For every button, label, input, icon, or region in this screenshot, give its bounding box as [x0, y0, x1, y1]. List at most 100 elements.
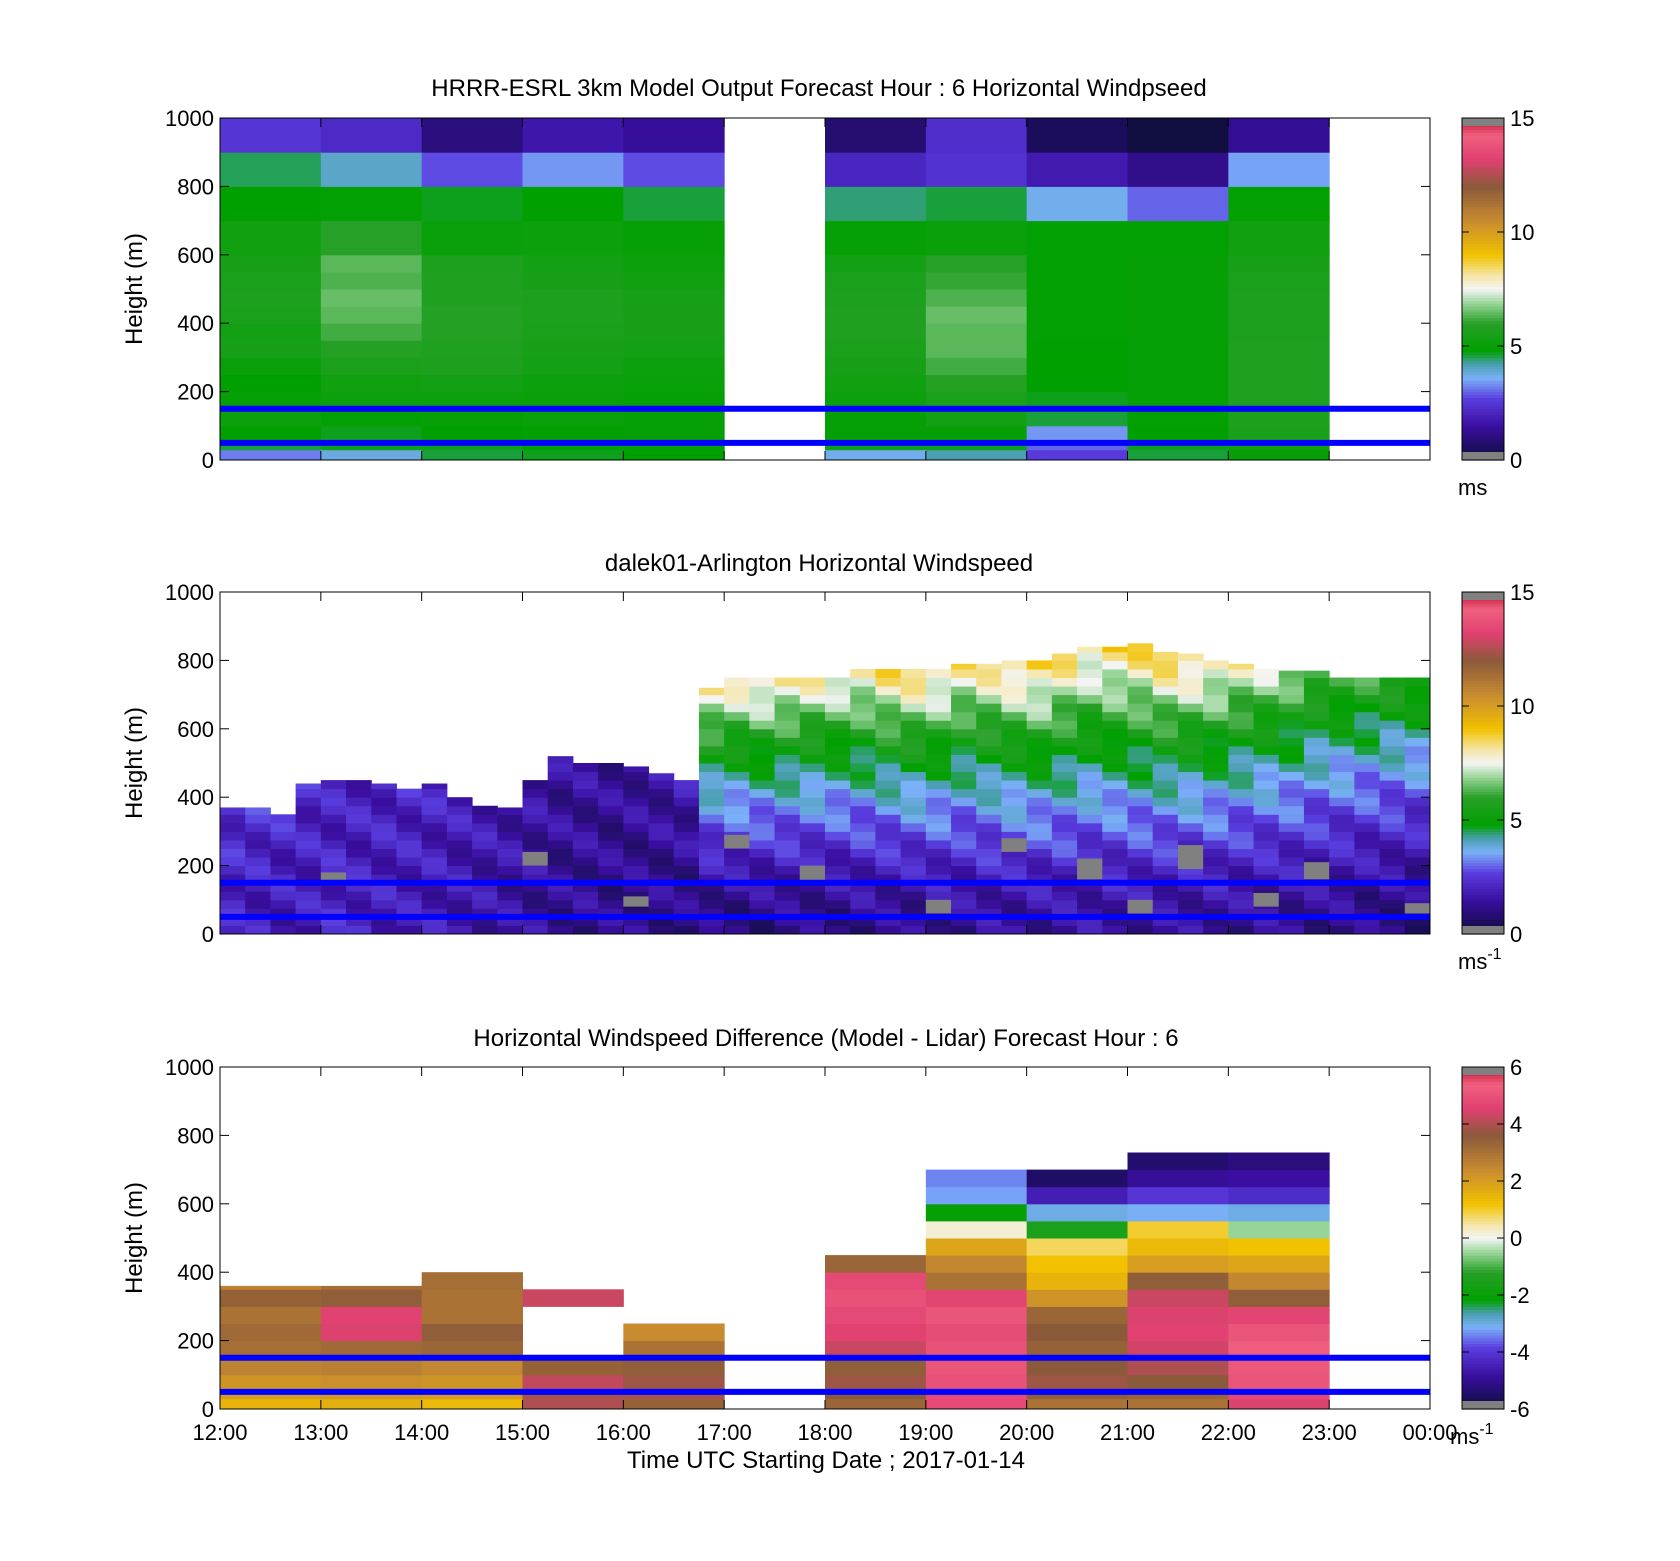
- heat-cell: [1177, 865, 1204, 875]
- heat-cell: [850, 677, 876, 687]
- heat-cell: [346, 908, 372, 918]
- heat-cell: [900, 703, 927, 713]
- colorbar-segment: [1462, 891, 1504, 895]
- colorbar-segment: [1462, 748, 1504, 753]
- heat-cell: [220, 306, 322, 324]
- heat-cell: [951, 720, 977, 730]
- heat-cell: [522, 822, 549, 832]
- heat-cell: [1152, 839, 1179, 849]
- heat-cell: [749, 822, 776, 832]
- heat-cell: [346, 788, 372, 798]
- colorbar-segment: [1462, 820, 1504, 824]
- heat-cell: [925, 668, 952, 678]
- colorbar-segment: [1462, 1109, 1504, 1114]
- heat-cell: [522, 1398, 624, 1409]
- colorbar-segment: [1462, 383, 1504, 387]
- colorbar-segment: [1462, 1092, 1504, 1097]
- heat-cell: [749, 882, 776, 892]
- heat-cell: [220, 220, 322, 256]
- heat-cell: [522, 916, 549, 926]
- colorbar-segment: [1462, 834, 1504, 838]
- heat-cell: [1303, 857, 1330, 867]
- heat-cell: [850, 822, 876, 832]
- colorbar-segment: [1462, 140, 1504, 145]
- heat-cell: [1127, 1323, 1229, 1342]
- heat-cell: [1253, 882, 1280, 892]
- heat-cell: [396, 891, 423, 901]
- heat-cell: [623, 839, 650, 849]
- colorbar-segment: [1462, 183, 1504, 187]
- heat-cell: [497, 839, 523, 849]
- y-tick-label: 800: [177, 1123, 214, 1148]
- heat-cell: [724, 788, 750, 798]
- heat-cell: [295, 783, 322, 790]
- colorbar-segment: [1462, 723, 1504, 727]
- heat-cell: [825, 1398, 927, 1409]
- heat-cell: [598, 822, 624, 832]
- heat-cell: [1203, 848, 1229, 858]
- heat-cell: [472, 865, 498, 875]
- colorbar-tick-label: 2: [1510, 1169, 1522, 1194]
- heat-cell: [799, 805, 826, 815]
- heat-cell: [270, 882, 297, 892]
- heat-cell: [749, 686, 776, 696]
- heat-cell: [799, 831, 826, 841]
- heat-cell: [825, 814, 851, 824]
- heat-cell: [825, 788, 851, 798]
- heat-cell: [1278, 728, 1305, 738]
- heat-cell: [648, 822, 675, 832]
- heat-cell: [825, 1374, 927, 1389]
- heat-cell: [270, 891, 297, 901]
- colorbar-segment: [1462, 306, 1504, 310]
- heat-cell: [1127, 340, 1229, 358]
- heat-cell: [951, 668, 977, 678]
- heat-cell: [1102, 711, 1128, 721]
- colorbar-segment: [1462, 614, 1504, 619]
- heat-cell: [1303, 763, 1330, 773]
- heat-cell: [1379, 916, 1406, 926]
- heat-cell: [925, 711, 952, 721]
- heat-cell: [320, 1340, 423, 1359]
- heat-cell: [1203, 899, 1229, 909]
- heat-cell: [572, 839, 599, 849]
- heat-cell: [1303, 925, 1330, 934]
- colorbar-segment: [1462, 428, 1504, 433]
- heat-cell: [1051, 653, 1078, 661]
- colorbar-segment: [1462, 1152, 1504, 1156]
- heat-cell: [1303, 882, 1330, 892]
- heat-cell: [1026, 822, 1053, 832]
- heat-cell: [421, 839, 448, 849]
- heat-cell: [1303, 686, 1330, 696]
- heat-cell: [1228, 686, 1255, 696]
- heat-cell: [1026, 1398, 1128, 1409]
- heat-cell: [648, 773, 675, 781]
- y-tick-label: 200: [177, 380, 214, 405]
- colorbar-segment: [1462, 1360, 1504, 1364]
- colorbar-segment: [1462, 160, 1504, 165]
- heat-cell: [1177, 882, 1204, 892]
- colorbar-segment: [1462, 206, 1504, 210]
- heat-cell: [522, 152, 624, 187]
- heat-cell: [1177, 653, 1204, 661]
- heat-cell: [1329, 831, 1355, 841]
- y-tick-label: 0: [202, 1397, 214, 1422]
- heat-cell: [1278, 848, 1305, 858]
- heat-cell: [346, 857, 372, 867]
- heat-cell: [1228, 663, 1255, 670]
- heat-cell: [1152, 771, 1179, 781]
- heat-cell: [1329, 865, 1355, 875]
- colorbar-segment: [1462, 1169, 1504, 1174]
- heat-cell: [1127, 1340, 1229, 1359]
- heat-cell: [925, 1357, 1028, 1376]
- heat-cell: [698, 857, 725, 867]
- heat-cell: [1026, 1340, 1128, 1359]
- heat-cell: [623, 118, 725, 153]
- heat-cell: [925, 1238, 1028, 1256]
- colorbar-segment: [1462, 1175, 1504, 1179]
- heat-cell: [825, 711, 851, 721]
- heat-cell: [799, 797, 826, 807]
- colorbar-tick-label: 5: [1510, 808, 1522, 833]
- heat-cell: [421, 908, 448, 918]
- colorbar-segment: [1462, 1334, 1504, 1339]
- heat-cell: [774, 831, 801, 841]
